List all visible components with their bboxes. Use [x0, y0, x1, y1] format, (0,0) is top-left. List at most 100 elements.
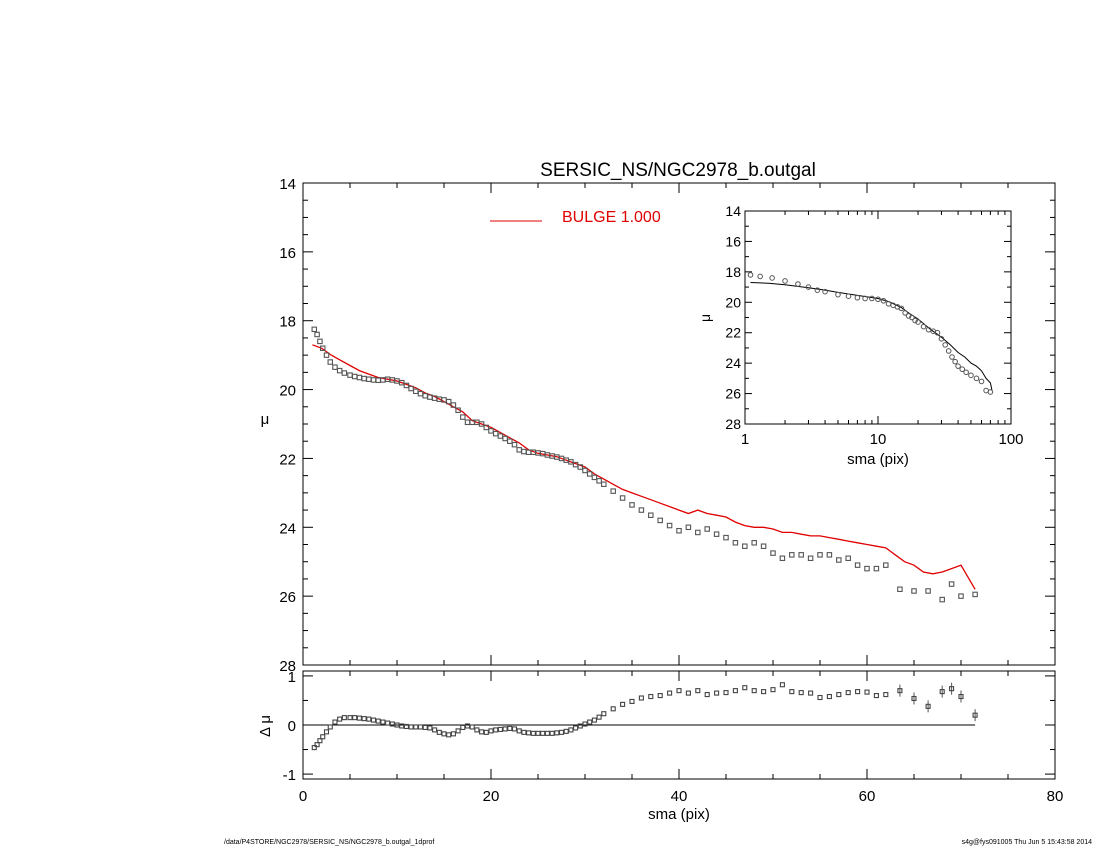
residual-point: [620, 701, 626, 707]
residual-point: [488, 728, 494, 734]
residual-point: [403, 723, 409, 730]
residual-point: [648, 693, 654, 700]
data-point: [351, 373, 358, 380]
data-point: [826, 552, 833, 558]
residual-point: [873, 692, 879, 699]
main-y-tick-label: 26: [279, 589, 296, 606]
data-point: [770, 550, 776, 556]
residual-point: [540, 730, 546, 736]
inset-y-tick-label: 24: [725, 355, 741, 371]
inset-data-point: [920, 323, 927, 330]
data-point: [366, 376, 372, 382]
data-point: [478, 421, 485, 427]
data-point: [455, 407, 461, 413]
residual-point: [530, 730, 536, 736]
data-point: [807, 555, 814, 562]
residual-point: [826, 693, 832, 700]
residual-x-tick-label: 20: [483, 788, 500, 805]
data-point: [972, 591, 978, 598]
residual-point: [972, 712, 978, 718]
residual-point: [337, 716, 343, 722]
residual-point: [817, 694, 823, 701]
residual-point: [897, 688, 903, 694]
residual-point: [855, 689, 861, 695]
data-point: [958, 593, 964, 599]
data-point: [370, 377, 377, 383]
inset-plot: 14 16 18 20 22 24 26 281 10 100 μ sma (pix): [697, 203, 1024, 468]
residual-point: [577, 723, 583, 729]
residual-point: [427, 725, 433, 731]
inset-y-tick-label: 22: [725, 325, 741, 341]
residual-point: [375, 718, 381, 724]
inset-data-point: [880, 297, 887, 304]
residual-point: [732, 688, 738, 694]
inset-data-point: [835, 291, 841, 298]
data-point: [704, 526, 710, 532]
inset-data-point: [795, 281, 801, 287]
residual-point: [568, 727, 574, 733]
data-point: [408, 385, 414, 392]
residual-x-tick-label: 80: [1047, 788, 1064, 805]
data-point: [347, 372, 353, 378]
main-y-axis-label: μ: [261, 411, 270, 428]
inset-data-point: [805, 284, 812, 290]
residual-point: [836, 692, 842, 698]
main-y-tick-label: 20: [279, 383, 296, 400]
footer-timestamp: s4g@fys091005 Thu Jun 5 15:43:58 2014: [961, 839, 1092, 846]
data-point: [521, 448, 527, 455]
data-point: [327, 359, 334, 365]
data-point: [925, 588, 931, 594]
data-point: [516, 447, 522, 453]
data-point: [488, 428, 494, 434]
residual-point: [549, 730, 555, 736]
inset-data-point: [769, 275, 775, 281]
data-point: [398, 379, 405, 386]
residual-point: [436, 729, 442, 735]
data-point: [361, 375, 367, 382]
data-point: [723, 534, 729, 541]
inset-data-point: [854, 294, 861, 301]
residual-point: [455, 728, 461, 734]
data-point: [464, 419, 471, 426]
residual-point: [441, 731, 447, 737]
data-point: [497, 433, 504, 439]
residual-point: [352, 715, 358, 721]
residual-point: [925, 703, 931, 709]
data-point: [413, 388, 419, 395]
residual-point: [573, 725, 579, 731]
residual-point: [450, 731, 456, 737]
residual-data-points: [311, 682, 978, 751]
inset-y-axis-label: μ: [697, 314, 713, 322]
residual-point: [483, 729, 489, 735]
residual-point: [591, 717, 597, 723]
residual-point: [493, 727, 499, 733]
data-point: [502, 435, 508, 442]
data-point: [742, 543, 748, 549]
inset-data-point: [909, 314, 915, 321]
data-point: [317, 338, 323, 345]
data-point: [341, 370, 348, 376]
inset-y-tick-label: 26: [725, 386, 741, 402]
inset-data-point: [822, 288, 828, 295]
legend-label-bulge: BULGE 1.000: [562, 209, 661, 226]
inset-data-point: [905, 313, 912, 319]
residual-point: [385, 720, 391, 726]
residual-point: [356, 715, 362, 721]
residual-point: [380, 719, 386, 725]
data-point: [336, 367, 343, 374]
residual-point: [516, 728, 522, 734]
data-point: [314, 331, 320, 338]
inset-data-point: [875, 296, 881, 303]
residual-point: [366, 716, 372, 722]
residual-x-tick-label: 0: [299, 788, 307, 805]
inset-data-point: [934, 329, 941, 336]
inset-y-tick-label: 18: [725, 264, 741, 280]
inset-axis-ticks: 14 16 18 20 22 24 26 281 10 100: [725, 203, 1023, 448]
inset-data-points: [747, 272, 994, 395]
data-point: [629, 502, 635, 508]
data-point: [582, 467, 588, 474]
residual-x-axis-label: sma (pix): [648, 806, 710, 823]
data-point: [948, 581, 955, 587]
data-point: [798, 552, 804, 558]
residual-y-axis-label: Δ μ: [257, 715, 274, 737]
